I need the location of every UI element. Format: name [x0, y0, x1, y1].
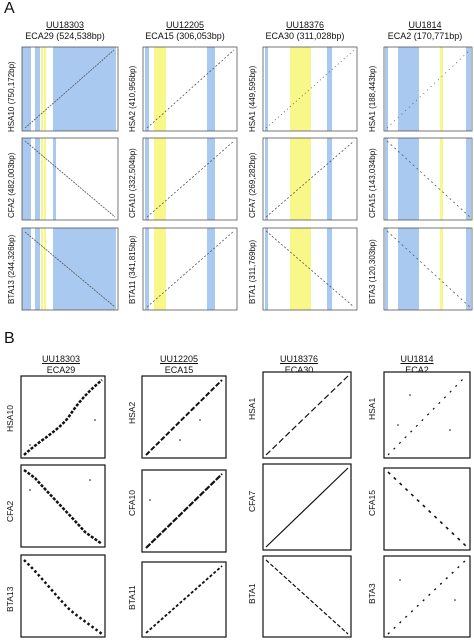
- a-c2-r3-plot: [142, 227, 238, 311]
- b-c1-r3-plot: [20, 554, 106, 638]
- b-c3-r3-plot: [262, 555, 352, 638]
- panel-a-col3-id: UU18376: [285, 20, 325, 30]
- panel-b-letter: B: [4, 330, 15, 347]
- a-c1-r3-plot: [21, 227, 119, 311]
- panel-a-letter: A: [4, 0, 15, 17]
- panel-a-dotplots: [21, 46, 473, 311]
- panel-a-col1-header: UU18303 ECA29 (524,538bp): [10, 20, 120, 42]
- b-c3-r1-plot: [262, 371, 352, 459]
- panel-b-col3-header: UU18376 ECA30: [244, 354, 354, 376]
- b-c2-r2-plot: [141, 469, 227, 553]
- a-c4-r2-plot: [383, 137, 473, 221]
- a-c4-r1-plot: [383, 46, 473, 132]
- panel-a-col4-header: UU1814 ECA2 (170,771bp): [370, 20, 474, 42]
- a-c4-r3-plot: [383, 227, 473, 311]
- panel-b-col3-id: UU18376: [279, 354, 319, 364]
- panel-b-col3-chr: ECA30: [284, 365, 314, 375]
- panel-b-col2-header: UU12205 ECA15: [124, 354, 234, 376]
- a-c2-r1-plot: [142, 46, 238, 132]
- b-c1-r2-plot: [20, 464, 106, 548]
- panel-a-col2-chr: ECA15 (306,053bp): [145, 31, 225, 41]
- a-c3-r1-plot: [262, 46, 358, 132]
- panel-b-col4-chr: ECA2: [405, 365, 429, 375]
- panel-a-col3-header: UU18376 ECA30 (311,028bp): [250, 20, 360, 42]
- a-c2-r2-plot: [142, 137, 238, 221]
- panel-b-col1-id: UU18303: [41, 354, 81, 364]
- panel-a-col1-id: UU18303: [45, 20, 85, 30]
- a-c3-r3-plot: [262, 227, 358, 311]
- panel-b-col1-chr: ECA29: [46, 365, 76, 375]
- b-c2-r1-plot: [141, 375, 227, 459]
- panel-b-col1-header: UU18303 ECA29: [6, 354, 116, 376]
- b-c4-r2-plot: [383, 467, 471, 551]
- b-c4-r1-plot: [383, 371, 471, 459]
- b-c4-r3-plot: [383, 555, 471, 638]
- b-c1-r1-plot: [20, 375, 106, 459]
- panel-b-col4-header: UU1814 ECA2: [362, 354, 472, 376]
- a-c1-r2-plot: [21, 137, 119, 221]
- a-c3-r2-plot: [262, 137, 358, 221]
- panel-a-col4-chr: ECA2 (170,771bp): [387, 31, 463, 41]
- panel-b-col2-chr: ECA15: [164, 365, 194, 375]
- panel-b-col2-id: UU12205: [159, 354, 199, 364]
- panel-a-col2-header: UU12205 ECA15 (306,053bp): [130, 20, 240, 42]
- panel-a-col2-id: UU12205: [165, 20, 205, 30]
- a-c1-r1-plot: [21, 46, 119, 132]
- b-c3-r2-plot: [262, 463, 352, 551]
- panel-a-col1-chr: ECA29 (524,538bp): [25, 31, 105, 41]
- panel-a-col3-chr: ECA30 (311,028bp): [265, 31, 345, 41]
- panel-b-col4-id: UU1814: [400, 354, 434, 364]
- panel-a-col4-id: UU1814: [408, 20, 442, 30]
- b-c2-r3-plot: [141, 561, 227, 638]
